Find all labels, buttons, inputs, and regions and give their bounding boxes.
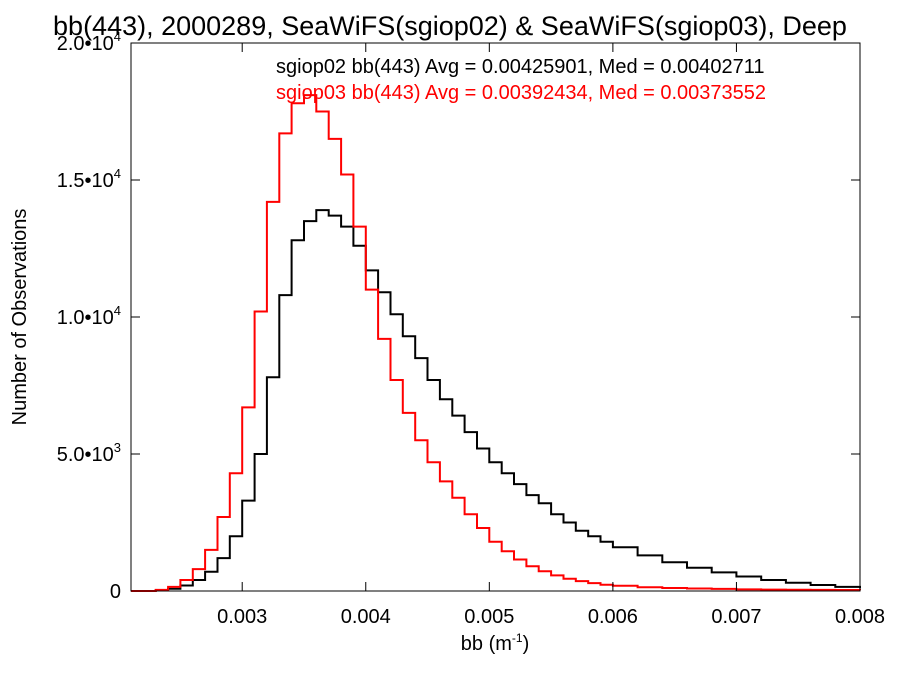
plot-lines xyxy=(131,94,861,592)
x-axis-label: bb (m-1) xyxy=(461,631,529,655)
series-line-sgiop03 xyxy=(131,94,861,592)
y-tick-label: 2.0•104 xyxy=(57,29,121,55)
series-line-sgiop02 xyxy=(131,209,861,592)
x-tick-label: 0.008 xyxy=(835,606,885,628)
x-tick-label: 0.003 xyxy=(217,606,267,628)
x-tick-label: 0.006 xyxy=(588,606,638,628)
y-axis: 0 5.0•103 1.0•104 1.5•104 2.0•104 xyxy=(57,29,860,603)
y-tick-label: 1.5•104 xyxy=(57,166,121,192)
y-tick-label: 0 xyxy=(110,581,121,603)
chart-title: bb(443), 2000289, SeaWiFS(sgiop02) & Sea… xyxy=(53,11,847,41)
x-tick-label: 0.004 xyxy=(341,606,391,628)
plot-frame xyxy=(130,42,861,592)
y-axis-label: Number of Observations xyxy=(9,209,31,426)
x-tick-label: 0.007 xyxy=(711,606,761,628)
x-axis: 0.003 0.004 0.005 0.006 0.007 0.008 xyxy=(217,43,885,628)
series-label-sgiop03: sgiop03 bb(443) Avg = 0.00392434, Med = … xyxy=(276,82,766,104)
series-label-sgiop02: sgiop02 bb(443) Avg = 0.00425901, Med = … xyxy=(276,56,765,78)
x-tick-label: 0.005 xyxy=(464,606,514,628)
y-tick-label: 1.0•104 xyxy=(57,303,121,329)
y-tick-label: 5.0•103 xyxy=(57,440,121,466)
